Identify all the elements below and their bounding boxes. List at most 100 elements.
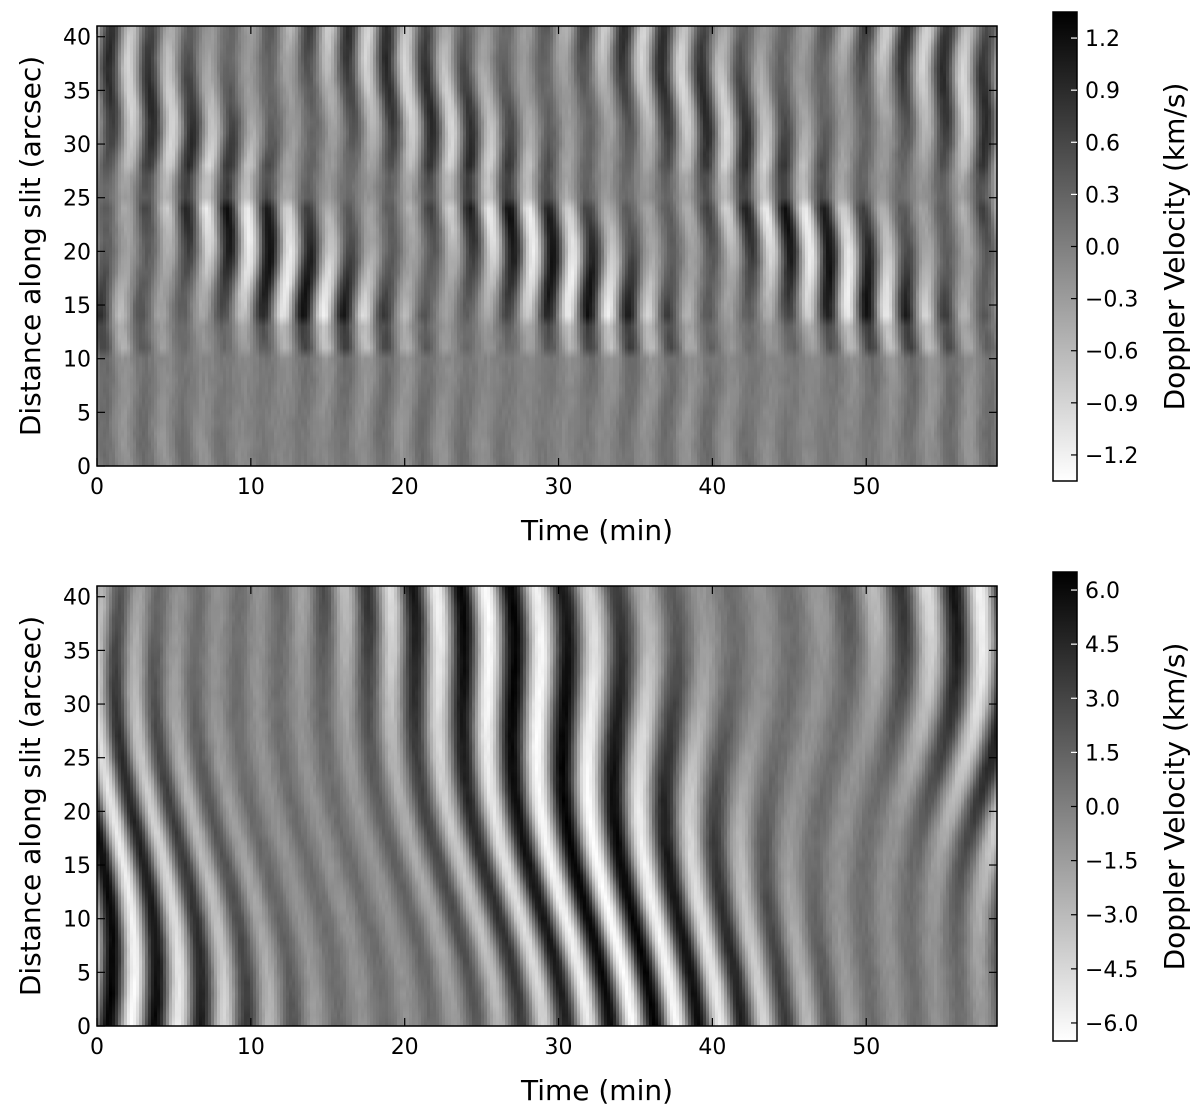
- heatmap-column: [841, 586, 845, 1026]
- heatmap-column: [133, 26, 137, 466]
- heatmap-column: [361, 586, 365, 1026]
- heatmap-column: [931, 26, 935, 466]
- heatmap-column: [925, 586, 929, 1026]
- heatmap-column: [484, 586, 488, 1026]
- heatmap-column: [943, 26, 947, 466]
- heatmap-column: [616, 586, 620, 1026]
- heatmap-column: [784, 586, 788, 1026]
- heatmap-column: [751, 586, 755, 1026]
- heatmap-column: [292, 586, 296, 1026]
- heatmap-column: [241, 586, 245, 1026]
- heatmap-column: [775, 586, 779, 1026]
- heatmap-column: [769, 26, 773, 466]
- heatmap-column: [220, 586, 224, 1026]
- heatmap-column: [697, 26, 701, 466]
- heatmap-column: [898, 586, 902, 1026]
- heatmap-column: [343, 586, 347, 1026]
- heatmap-column: [439, 26, 443, 466]
- heatmap-column: [781, 586, 785, 1026]
- heatmap-column: [751, 26, 755, 466]
- heatmap-column: [658, 26, 662, 466]
- heatmap-column: [271, 26, 275, 466]
- heatmap-column: [157, 586, 161, 1026]
- heatmap-column: [316, 26, 320, 466]
- x-tick-label: 20: [391, 475, 419, 500]
- heatmap-column: [346, 26, 350, 466]
- heatmap-column: [895, 586, 899, 1026]
- heatmap-column: [835, 26, 839, 466]
- heatmap-image: [97, 586, 998, 1026]
- heatmap-column: [979, 26, 983, 466]
- heatmap-column: [478, 586, 482, 1026]
- heatmap-column: [385, 26, 389, 466]
- heatmap-column: [787, 586, 791, 1026]
- heatmap-column: [808, 586, 812, 1026]
- heatmap-column: [190, 26, 194, 466]
- heatmap-column: [670, 26, 674, 466]
- y-tick-label: 10: [63, 348, 91, 373]
- heatmap-column: [949, 586, 953, 1026]
- heatmap-column: [403, 26, 407, 466]
- heatmap-column: [625, 26, 629, 466]
- heatmap-column: [445, 26, 449, 466]
- heatmap-column: [940, 586, 944, 1026]
- heatmap-column: [346, 586, 350, 1026]
- heatmap-column: [403, 586, 407, 1026]
- heatmap-column: [946, 586, 950, 1026]
- heatmap-column: [871, 26, 875, 466]
- y-tick-label: 5: [77, 401, 91, 426]
- heatmap-column: [733, 26, 737, 466]
- y-axis-label: Distance along slit (arcsec): [14, 616, 47, 996]
- heatmap-column: [547, 586, 551, 1026]
- heatmap-column: [655, 26, 659, 466]
- heatmap-column: [325, 26, 329, 466]
- heatmap-column: [760, 26, 764, 466]
- heatmap-column: [796, 586, 800, 1026]
- x-tick-label: 40: [698, 1035, 726, 1060]
- heatmap-column: [916, 586, 920, 1026]
- heatmap-column: [889, 586, 893, 1026]
- heatmap-column: [910, 26, 914, 466]
- heatmap-column: [991, 26, 995, 466]
- heatmap-column: [157, 26, 161, 466]
- colorbar-tick-label: 1.2: [1085, 27, 1120, 52]
- heatmap-column: [550, 586, 554, 1026]
- x-tick-label: 0: [90, 1035, 104, 1060]
- heatmap-column: [607, 26, 611, 466]
- heatmap-column: [601, 26, 605, 466]
- heatmap-column: [109, 586, 113, 1026]
- heatmap-column: [427, 586, 431, 1026]
- heatmap-column: [613, 586, 617, 1026]
- heatmap-column: [739, 26, 743, 466]
- axes-frame: [96, 585, 998, 1027]
- heatmap-column: [196, 26, 200, 466]
- heatmap-column: [919, 586, 923, 1026]
- heatmap-column: [232, 26, 236, 466]
- heatmap-column: [856, 586, 860, 1026]
- heatmap-column: [571, 586, 575, 1026]
- heatmap-column: [262, 26, 266, 466]
- heatmap-column: [382, 26, 386, 466]
- heatmap-column: [259, 586, 263, 1026]
- heatmap-column: [352, 26, 356, 466]
- heatmap-column: [304, 586, 308, 1026]
- y-tick-label: 25: [63, 187, 91, 212]
- heatmap-column: [811, 586, 815, 1026]
- heatmap-column: [820, 26, 824, 466]
- heatmap-column: [676, 26, 680, 466]
- heatmap-column: [724, 26, 728, 466]
- colorbar-tick-label: 0.9: [1085, 79, 1120, 104]
- heatmap-column: [205, 586, 209, 1026]
- heatmap-column: [868, 26, 872, 466]
- heatmap-column: [667, 586, 671, 1026]
- heatmap-column: [367, 26, 371, 466]
- heatmap-column: [802, 586, 806, 1026]
- heatmap-column: [619, 586, 623, 1026]
- heatmap-column: [457, 26, 461, 466]
- heatmap-column: [739, 586, 743, 1026]
- heatmap-column: [463, 586, 467, 1026]
- heatmap-column: [616, 26, 620, 466]
- heatmap-column: [883, 26, 887, 466]
- heatmap-column: [670, 586, 674, 1026]
- heatmap-column: [706, 586, 710, 1026]
